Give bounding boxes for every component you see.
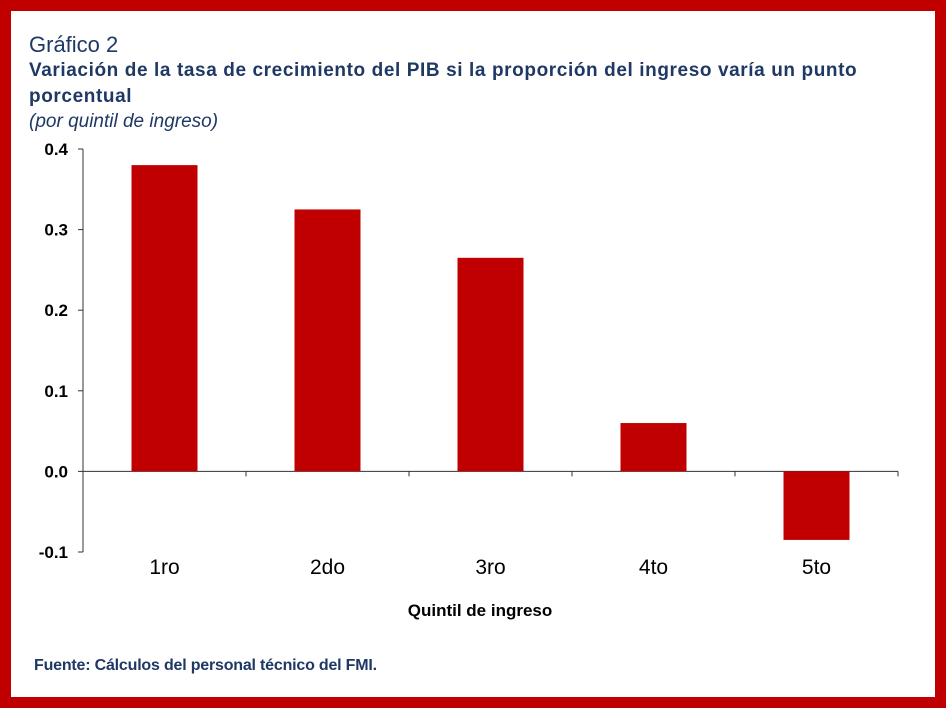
title-block: Gráfico 2 Variación de la tasa de crecim…	[29, 32, 919, 134]
bar-4to	[620, 423, 687, 472]
y-tick-label: 0.0	[44, 462, 68, 481]
y-tick-label: 0.3	[44, 221, 68, 240]
bar-5to	[783, 471, 850, 540]
bar-1ro	[131, 165, 198, 472]
bar-3ro	[457, 257, 524, 472]
chart-note: (por quintil de ingreso)	[29, 111, 219, 132]
chart-title: Gráfico 2	[29, 32, 119, 57]
y-tick-label: 0.2	[44, 301, 68, 320]
x-tick-label: 4to	[639, 556, 668, 579]
x-tick-label: 3ro	[475, 556, 505, 579]
bar-2do	[294, 209, 361, 472]
y-tick-label: 0.1	[44, 382, 68, 401]
x-tick-label: 1ro	[149, 556, 179, 579]
x-axis-title: Quintil de ingreso	[408, 601, 553, 620]
x-tick-label: 5to	[802, 556, 831, 579]
source-note: Fuente: Cálculos del personal técnico de…	[34, 657, 377, 674]
y-tick-label: -0.1	[39, 543, 68, 562]
y-tick-label: 0.4	[44, 140, 68, 159]
x-tick-label: 2do	[310, 556, 345, 579]
chart-subtitle: Variación de la tasa de crecimiento del …	[29, 60, 858, 107]
